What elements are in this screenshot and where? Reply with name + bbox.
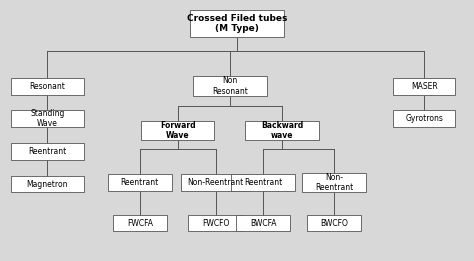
FancyBboxPatch shape bbox=[181, 174, 250, 191]
Text: Backward
wave: Backward wave bbox=[261, 121, 303, 140]
FancyBboxPatch shape bbox=[108, 174, 172, 191]
FancyBboxPatch shape bbox=[11, 176, 84, 193]
Text: Reentrant: Reentrant bbox=[244, 178, 282, 187]
Text: Non-Reentrant: Non-Reentrant bbox=[188, 178, 244, 187]
FancyBboxPatch shape bbox=[190, 10, 284, 37]
FancyBboxPatch shape bbox=[11, 110, 84, 127]
FancyBboxPatch shape bbox=[11, 78, 84, 94]
FancyBboxPatch shape bbox=[246, 121, 319, 140]
FancyBboxPatch shape bbox=[236, 215, 290, 231]
FancyBboxPatch shape bbox=[193, 76, 266, 96]
Text: FWCFA: FWCFA bbox=[127, 219, 153, 228]
Text: Standing
Wave: Standing Wave bbox=[30, 109, 64, 128]
FancyBboxPatch shape bbox=[11, 143, 84, 160]
Text: Forward
Wave: Forward Wave bbox=[160, 121, 196, 140]
Text: Magnetron: Magnetron bbox=[27, 180, 68, 188]
FancyBboxPatch shape bbox=[231, 174, 295, 191]
FancyBboxPatch shape bbox=[393, 78, 455, 94]
Text: BWCFO: BWCFO bbox=[320, 219, 348, 228]
Text: Non
Resonant: Non Resonant bbox=[212, 76, 248, 96]
Text: BWCFA: BWCFA bbox=[250, 219, 276, 228]
FancyBboxPatch shape bbox=[189, 215, 243, 231]
Text: Non-
Reentrant: Non- Reentrant bbox=[315, 173, 353, 192]
FancyBboxPatch shape bbox=[307, 215, 361, 231]
FancyBboxPatch shape bbox=[112, 215, 167, 231]
FancyBboxPatch shape bbox=[393, 110, 455, 127]
FancyBboxPatch shape bbox=[302, 173, 366, 193]
Text: Resonant: Resonant bbox=[29, 82, 65, 91]
Text: Reentrant: Reentrant bbox=[28, 147, 66, 156]
FancyBboxPatch shape bbox=[141, 121, 214, 140]
Text: Reentrant: Reentrant bbox=[121, 178, 159, 187]
Text: FWCFO: FWCFO bbox=[202, 219, 229, 228]
Text: Gyrotrons: Gyrotrons bbox=[405, 114, 443, 123]
Text: Crossed Filed tubes
(M Type): Crossed Filed tubes (M Type) bbox=[187, 14, 287, 33]
Text: MASER: MASER bbox=[411, 82, 438, 91]
